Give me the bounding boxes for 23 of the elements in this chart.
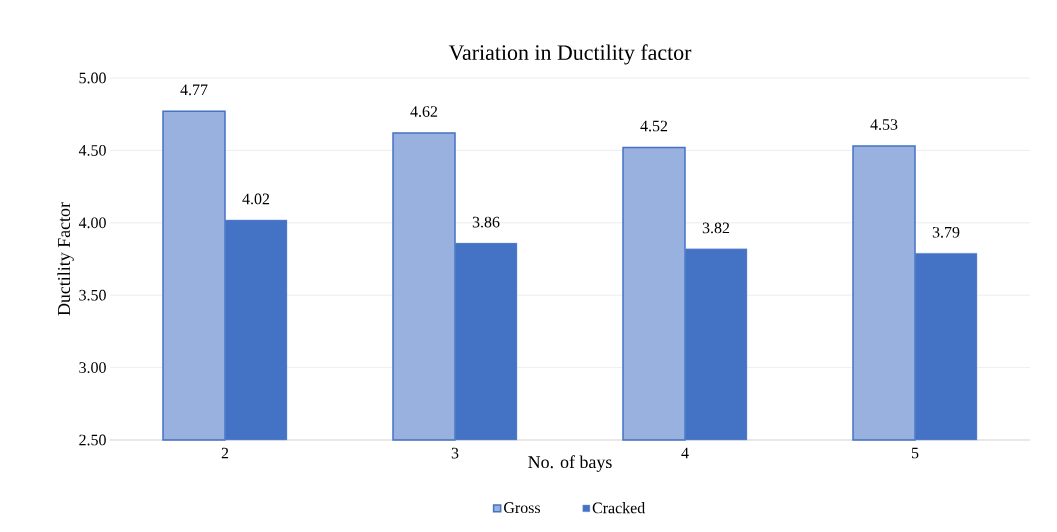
x-tick-label: 3 (451, 447, 459, 459)
x-axis-title: No. of bays (528, 455, 612, 472)
x-tick-label: 4 (681, 447, 689, 459)
data-label: 3.82 (702, 222, 730, 234)
data-label: 4.52 (640, 120, 668, 132)
data-label: 4.53 (870, 119, 898, 130)
legend-label: Gross (504, 502, 541, 514)
x-tick-label: 2 (221, 447, 229, 459)
legend-label: Cracked (592, 502, 645, 514)
y-tick-label: 4.50 (78, 144, 106, 156)
y-tick-label: 5.00 (79, 72, 106, 84)
data-label: 4.02 (242, 193, 270, 205)
y-tick-label: 3.00 (79, 362, 106, 374)
data-label: 3.79 (932, 226, 960, 238)
y-tick-label: 2.50 (79, 434, 106, 446)
y-tick-label: 4.00 (78, 217, 106, 229)
y-tick-label: 3.50 (79, 289, 106, 301)
data-label: 4.77 (180, 84, 208, 96)
x-tick-label: 5 (911, 447, 919, 459)
data-label: 4.62 (410, 106, 438, 117)
chart-title: Variation in Ductility factor (448, 44, 692, 65)
y-axis-title: Ductility Factor (57, 202, 74, 316)
data-label: 3.86 (472, 216, 500, 228)
